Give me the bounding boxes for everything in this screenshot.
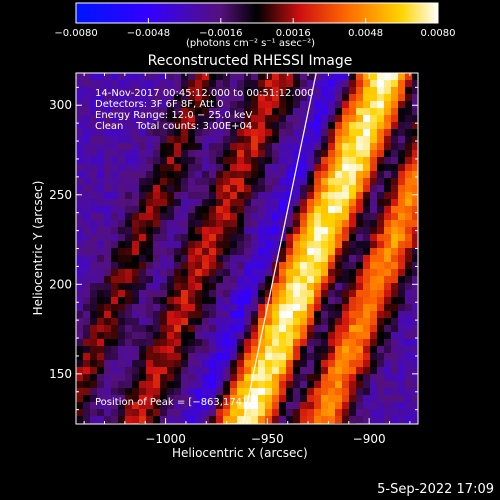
y-tick-label: 250 xyxy=(49,188,72,202)
footer-date: 5-Sep-2022 17:09 xyxy=(377,482,494,497)
colorbar: −0.0080 −0.0048 −0.0016 0.0016 0.0048 0.0080 xyxy=(54,2,456,39)
solar-limb-line xyxy=(242,73,317,424)
y-tick-label: 200 xyxy=(49,277,72,291)
colorbar-unit-label: (photons cm⁻² s⁻¹ asec⁻²) xyxy=(186,38,316,49)
colorbar-tick-label: 0.0048 xyxy=(348,28,383,39)
annotation-detectors: Detectors: 3F 6F 8F, Att 0 xyxy=(95,99,224,110)
x-axis-label: Heliocentric X (arcsec) xyxy=(172,446,308,460)
chart-title: Reconstructed RHESSI Image xyxy=(147,53,353,69)
colorbar-tick-label: −0.0016 xyxy=(199,28,242,39)
heatmap-pixels xyxy=(76,73,418,424)
annotation-clean-counts: Clean Total counts: 3.00E+04 xyxy=(95,121,253,132)
annotation-time-range: 14-Nov-2017 00:45:12.000 to 00:51:12.000 xyxy=(95,88,314,99)
colorbar-tick-label: −0.0080 xyxy=(54,28,97,39)
colorbar-tick-label: 0.0080 xyxy=(421,28,456,39)
y-tick-label: 150 xyxy=(49,367,72,381)
colorbar-gradient xyxy=(75,2,439,24)
y-tick-label: 300 xyxy=(49,98,72,112)
colorbar-tick-label: 0.0016 xyxy=(276,28,311,39)
x-tick-label: −950 xyxy=(251,432,284,446)
annotation-peak-position: Position of Peak = [−863,174] xyxy=(95,397,246,408)
y-axis-label: Heliocentric Y (arcsec) xyxy=(31,180,45,316)
x-tick-label: −900 xyxy=(353,432,386,446)
colorbar-tick-label: −0.0048 xyxy=(127,28,170,39)
x-tick-label: −1000 xyxy=(145,432,186,446)
annotation-energy-range: Energy Range: 12.0 − 25.0 keV xyxy=(95,110,253,121)
